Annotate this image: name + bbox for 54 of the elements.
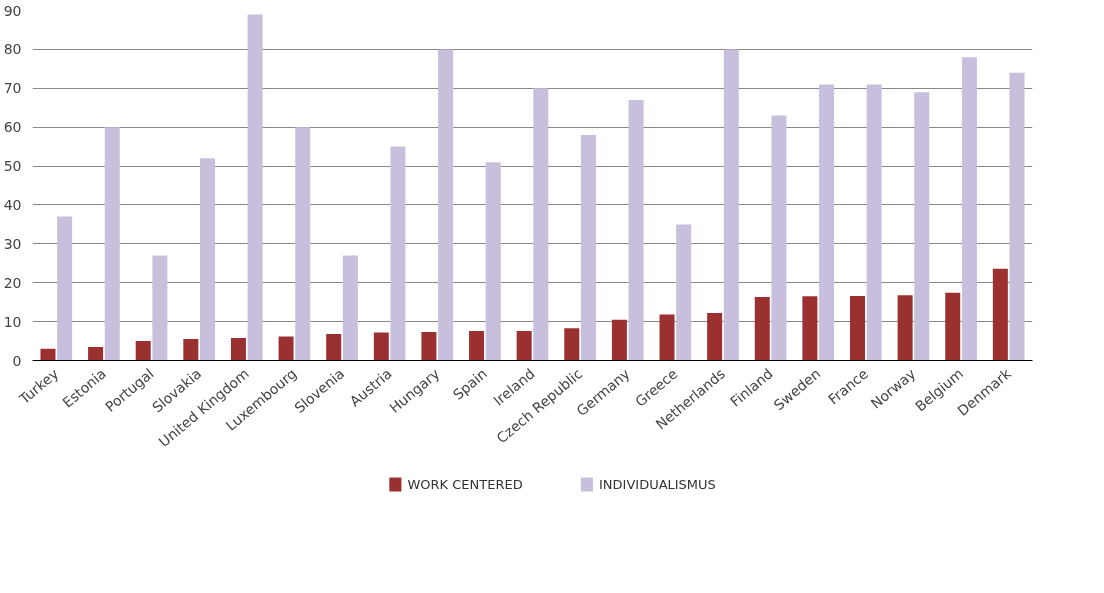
bar bbox=[40, 348, 56, 361]
y-tick-label: 0 bbox=[12, 352, 22, 369]
bar bbox=[992, 268, 1008, 361]
bar bbox=[850, 295, 865, 361]
bar bbox=[469, 330, 485, 361]
bar bbox=[326, 334, 342, 361]
bar bbox=[421, 332, 437, 361]
legend-label: INDIVIDUALISMUS bbox=[599, 477, 716, 492]
bar bbox=[914, 92, 930, 361]
y-tick-label: 70 bbox=[3, 80, 22, 97]
bar bbox=[373, 332, 389, 361]
y-tick-label: 40 bbox=[3, 196, 22, 213]
y-tick-label: 10 bbox=[3, 313, 22, 330]
bar bbox=[564, 328, 580, 361]
bar bbox=[723, 49, 739, 361]
y-tick-label: 30 bbox=[3, 235, 22, 252]
bar bbox=[200, 158, 215, 361]
y-tick-label: 60 bbox=[3, 119, 22, 136]
y-tick-label: 80 bbox=[3, 41, 22, 58]
y-tick-label: 50 bbox=[3, 158, 22, 175]
bar bbox=[438, 49, 454, 361]
bar bbox=[676, 224, 692, 361]
bar bbox=[611, 319, 627, 361]
bar bbox=[485, 162, 501, 361]
bar bbox=[57, 216, 73, 361]
bar bbox=[247, 14, 263, 361]
bar bbox=[866, 84, 882, 361]
bar bbox=[533, 88, 549, 361]
bar bbox=[278, 336, 294, 361]
bar bbox=[961, 57, 977, 361]
y-tick-label: 90 bbox=[3, 2, 22, 19]
bar bbox=[135, 341, 151, 361]
bar bbox=[104, 127, 120, 361]
bar bbox=[707, 313, 723, 361]
bar bbox=[295, 127, 311, 361]
bar bbox=[802, 296, 818, 361]
bar bbox=[342, 255, 358, 361]
bar bbox=[1009, 72, 1025, 361]
bar bbox=[628, 99, 644, 361]
bar bbox=[754, 297, 770, 361]
bar bbox=[897, 295, 913, 361]
bar bbox=[88, 346, 104, 361]
legend-label: WORK CENTERED bbox=[407, 477, 523, 492]
bar bbox=[771, 115, 787, 361]
bar bbox=[819, 84, 835, 361]
bar bbox=[390, 146, 406, 361]
bar bbox=[580, 134, 596, 361]
y-tick-label: 20 bbox=[3, 274, 22, 291]
bar bbox=[945, 292, 961, 361]
bar bbox=[183, 339, 199, 361]
bar bbox=[152, 255, 168, 361]
bar bbox=[659, 314, 675, 361]
bar bbox=[230, 337, 246, 361]
bar bbox=[516, 330, 532, 361]
